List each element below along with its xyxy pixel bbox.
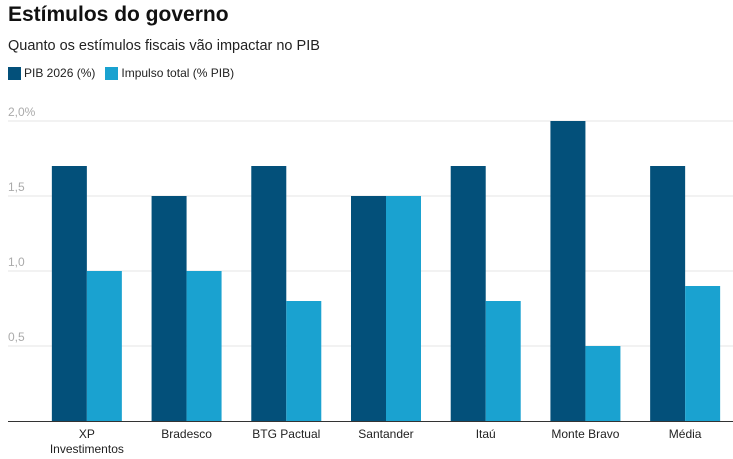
- bar-pib: [51, 166, 87, 421]
- bar-impulso: [585, 346, 621, 421]
- x-tick-label: BTG Pactual: [252, 427, 320, 441]
- legend-label: PIB 2026 (%): [24, 66, 96, 80]
- bar-impulso: [485, 301, 521, 421]
- chart-title: Estímulos do governo: [8, 3, 229, 26]
- bar-impulso: [685, 286, 721, 421]
- x-tick-label: Itaú: [476, 427, 496, 441]
- bar-pib: [450, 166, 486, 421]
- y-tick-label: 1,0: [8, 255, 25, 269]
- legend: PIB 2026 (%) Impulso total (% PIB): [8, 66, 234, 80]
- y-tick-label: 1,5: [8, 180, 25, 194]
- y-tick-label: 2,0%: [8, 105, 36, 119]
- legend-swatch: [8, 66, 21, 80]
- x-tick-label: Santander: [358, 427, 413, 441]
- bar-pib: [550, 121, 586, 421]
- x-tick-label: Média: [669, 427, 702, 441]
- x-tick-label: Investimentos: [50, 442, 124, 456]
- legend-swatch: [105, 66, 119, 80]
- legend-item-pib: PIB 2026 (%): [8, 66, 95, 80]
- x-tick-label: Bradesco: [161, 427, 212, 441]
- bar-impulso: [86, 271, 122, 421]
- chart-subtitle: Quanto os estímulos fiscais vão impactar…: [8, 38, 320, 54]
- bar-impulso: [186, 271, 222, 421]
- legend-item-impulso: Impulso total (% PIB): [105, 66, 234, 80]
- bar-impulso: [286, 301, 322, 421]
- bar-pib: [151, 196, 187, 421]
- x-tick-label: XP: [79, 427, 95, 441]
- bar-pib: [650, 166, 686, 421]
- bar-pib: [251, 166, 287, 421]
- x-tick-label: Monte Bravo: [551, 427, 619, 441]
- bar-impulso: [386, 196, 421, 421]
- legend-label: Impulso total (% PIB): [121, 66, 235, 80]
- y-tick-label: 0,5: [8, 330, 25, 344]
- bar-pib: [351, 196, 386, 421]
